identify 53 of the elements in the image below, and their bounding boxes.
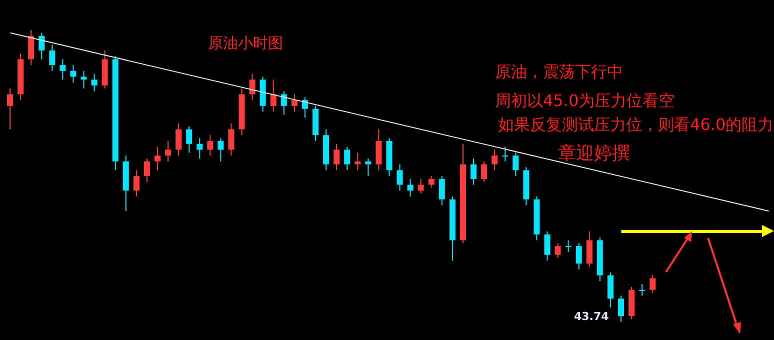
annotation: 章迎婷撰 — [558, 142, 630, 165]
candlestick — [418, 178, 424, 194]
candlestick — [650, 274, 656, 294]
candlestick — [565, 240, 572, 252]
candlestick — [396, 164, 403, 192]
candlestick — [554, 242, 561, 258]
candlestick — [28, 30, 34, 66]
candlestick — [80, 70, 87, 89]
candlestick — [302, 96, 308, 118]
candlestick — [186, 126, 192, 154]
candlestick — [586, 230, 592, 268]
candlestick — [270, 79, 276, 112]
candlestick — [354, 152, 361, 171]
candlestick — [481, 160, 488, 182]
candlestick — [470, 158, 477, 186]
candlestick — [407, 178, 414, 197]
candlestick — [91, 73, 98, 92]
candlestick — [344, 146, 350, 171]
candlestick — [154, 146, 160, 171]
candlestick — [144, 158, 150, 182]
candlestick — [249, 73, 256, 101]
candlestick — [228, 122, 234, 156]
candlestick — [376, 128, 382, 171]
candlestick — [280, 90, 287, 116]
candlestick — [365, 158, 372, 176]
candlestick — [49, 44, 56, 72]
candlestick — [544, 230, 550, 262]
candlestick — [218, 138, 224, 162]
candlestick — [512, 152, 519, 176]
candlestick — [438, 176, 445, 206]
candlestick — [196, 138, 203, 159]
candlestick — [428, 176, 434, 188]
candlestick — [291, 94, 298, 112]
candlestick — [334, 143, 340, 171]
candlestick — [70, 64, 76, 84]
candlestick — [607, 272, 614, 308]
candlestick — [618, 295, 624, 322]
annotation: 43.74 — [574, 310, 609, 323]
candlestick — [576, 242, 582, 270]
candlestick — [207, 134, 214, 156]
candlestick — [502, 146, 508, 162]
candlestick — [639, 284, 646, 296]
candlestick — [60, 58, 66, 80]
annotation: 原油，震荡下行中 — [495, 62, 623, 83]
candlestick — [7, 88, 13, 130]
annotation: 周初以45.0为压力位看空 — [495, 91, 675, 112]
annotation: 如果反复测试压力位，则看46.0的阻力 — [498, 115, 774, 136]
candlestick — [133, 170, 140, 197]
candlestick — [165, 140, 172, 162]
chart-title: 原油小时图 — [208, 34, 283, 53]
candlestick — [38, 32, 45, 60]
candlestick — [492, 149, 498, 171]
candlestick — [176, 122, 182, 156]
